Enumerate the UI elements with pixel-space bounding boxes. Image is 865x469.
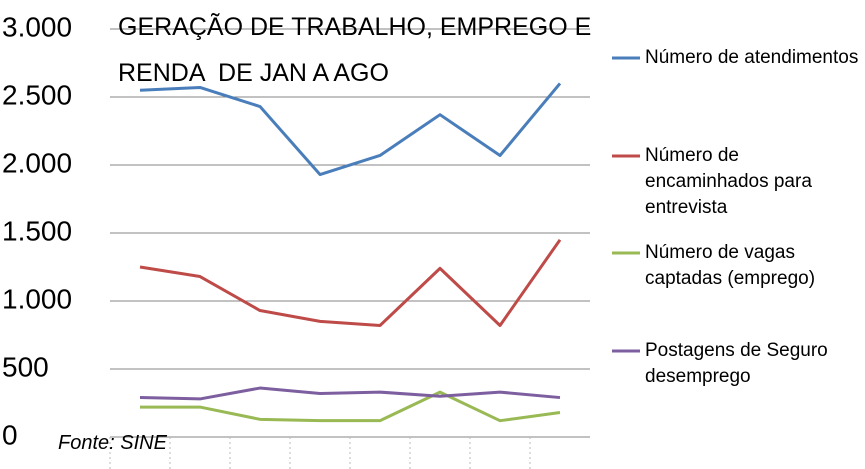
series-line (139, 82, 562, 177)
series-line (139, 386, 561, 401)
legend-entry: Postagens de Seguro desemprego (645, 340, 828, 387)
y-tick-label: 1.000 (2, 283, 72, 314)
y-tick-label: 1.500 (2, 215, 72, 246)
y-tick-label: 2.500 (2, 79, 72, 110)
legend-entry: Número de vagas captadas (emprego) (645, 242, 816, 289)
series-line (139, 238, 562, 327)
legend-entry: Número de atendimentos (645, 47, 859, 68)
y-tick-label: 3.000 (2, 11, 72, 42)
annotation: Fonte: SINE (58, 432, 167, 454)
legend-entry: Número de encaminhados para entrevista (645, 145, 812, 218)
y-tick-label: 0 (2, 419, 18, 450)
chart-title: GERAÇÃO DE TRABALHO, EMPREGO E RENDA DE … (118, 13, 592, 87)
y-tick-label: 2.000 (2, 147, 72, 178)
series-line (140, 390, 561, 423)
y-tick-label: 500 (2, 351, 49, 382)
